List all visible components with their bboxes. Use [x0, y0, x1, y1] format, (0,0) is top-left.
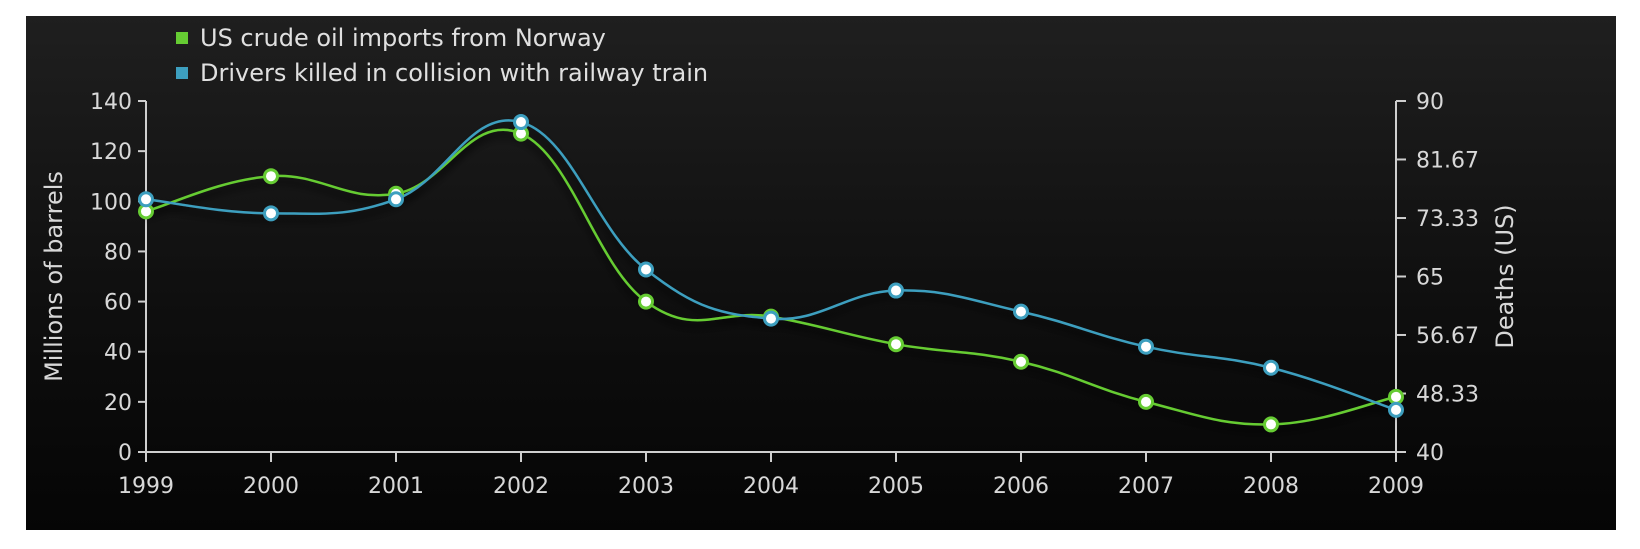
data-point-oil-imports: [638, 293, 654, 310]
y-tick-right-label: 40: [1416, 441, 1444, 466]
data-point-oil-imports: [1013, 353, 1029, 370]
x-tick-label: 2007: [1118, 474, 1174, 499]
y-tick-left-label: 60: [104, 291, 132, 316]
data-point-railway-deaths: [763, 310, 779, 327]
legend-item-oil[interactable]: US crude oil imports from Norway: [176, 24, 606, 52]
data-point-oil-imports: [1388, 388, 1404, 405]
data-point-railway-deaths: [138, 191, 154, 208]
x-tick-label: 2005: [868, 474, 924, 499]
data-point-railway-deaths: [1388, 401, 1404, 418]
y-tick-right-label: 81.67: [1416, 148, 1479, 173]
y-axis-right-title: Deaths (US): [1491, 204, 1519, 348]
x-tick-label: 2001: [368, 474, 424, 499]
y-tick-left-label: 120: [90, 140, 132, 165]
chart-panel: 0 20 40 60 80 100 120 140 40 48.33 56.67 65 73.33 81.…: [26, 16, 1616, 530]
series-line-oil-imports: [145, 128, 1397, 426]
legend-label-deaths: Drivers killed in collision with railway…: [200, 59, 709, 87]
y-tick-right-label: 48.33: [1416, 383, 1479, 408]
x-tick-label: 1999: [118, 474, 174, 499]
x-tick-label: 2003: [618, 474, 674, 499]
data-point-railway-deaths: [1138, 338, 1154, 355]
data-point-oil-imports: [888, 336, 904, 353]
y-tick-left-label: 80: [104, 240, 132, 265]
legend-item-deaths[interactable]: Drivers killed in collision with railway…: [176, 59, 708, 87]
y-tick-left-label: 40: [104, 341, 132, 366]
data-point-railway-deaths: [513, 114, 529, 131]
data-point-railway-deaths: [888, 282, 904, 299]
data-point-railway-deaths: [1013, 303, 1029, 320]
x-tick-label: 2004: [743, 474, 799, 499]
x-tick-label: 2002: [493, 474, 549, 499]
y-tick-left-label: 140: [90, 90, 132, 115]
x-tick-label: 2006: [993, 474, 1049, 499]
legend-swatch-oil: [176, 32, 188, 44]
x-tick-label: 2009: [1368, 474, 1424, 499]
y-tick-right-label: 73.33: [1416, 207, 1479, 232]
data-point-oil-imports: [1138, 393, 1154, 410]
legend-swatch-deaths: [176, 67, 188, 79]
y-tick-right-label: 65: [1416, 266, 1444, 291]
y-tick-right-label: 56.67: [1416, 324, 1479, 349]
x-tick-label: 2000: [243, 474, 299, 499]
y-tick-left-label: 0: [118, 441, 132, 466]
data-point-railway-deaths: [1263, 359, 1279, 376]
data-point-railway-deaths: [638, 261, 654, 278]
data-point-oil-imports: [1263, 416, 1279, 433]
data-point-oil-imports: [263, 168, 279, 185]
y-tick-right-label: 90: [1416, 90, 1444, 115]
y-tick-left-label: 20: [104, 391, 132, 416]
y-axis-left-title: Millions of barrels: [40, 171, 68, 382]
data-point-railway-deaths: [263, 205, 279, 222]
x-tick-label: 2008: [1243, 474, 1299, 499]
data-point-railway-deaths: [388, 191, 404, 208]
legend-label-oil: US crude oil imports from Norway: [200, 24, 606, 52]
y-tick-left-label: 100: [90, 190, 132, 215]
chart-svg: 0 20 40 60 80 100 120 140 40 48.33 56.67 65 73.33 81.…: [40, 90, 1519, 499]
series-line-railway-deaths: [145, 119, 1397, 412]
